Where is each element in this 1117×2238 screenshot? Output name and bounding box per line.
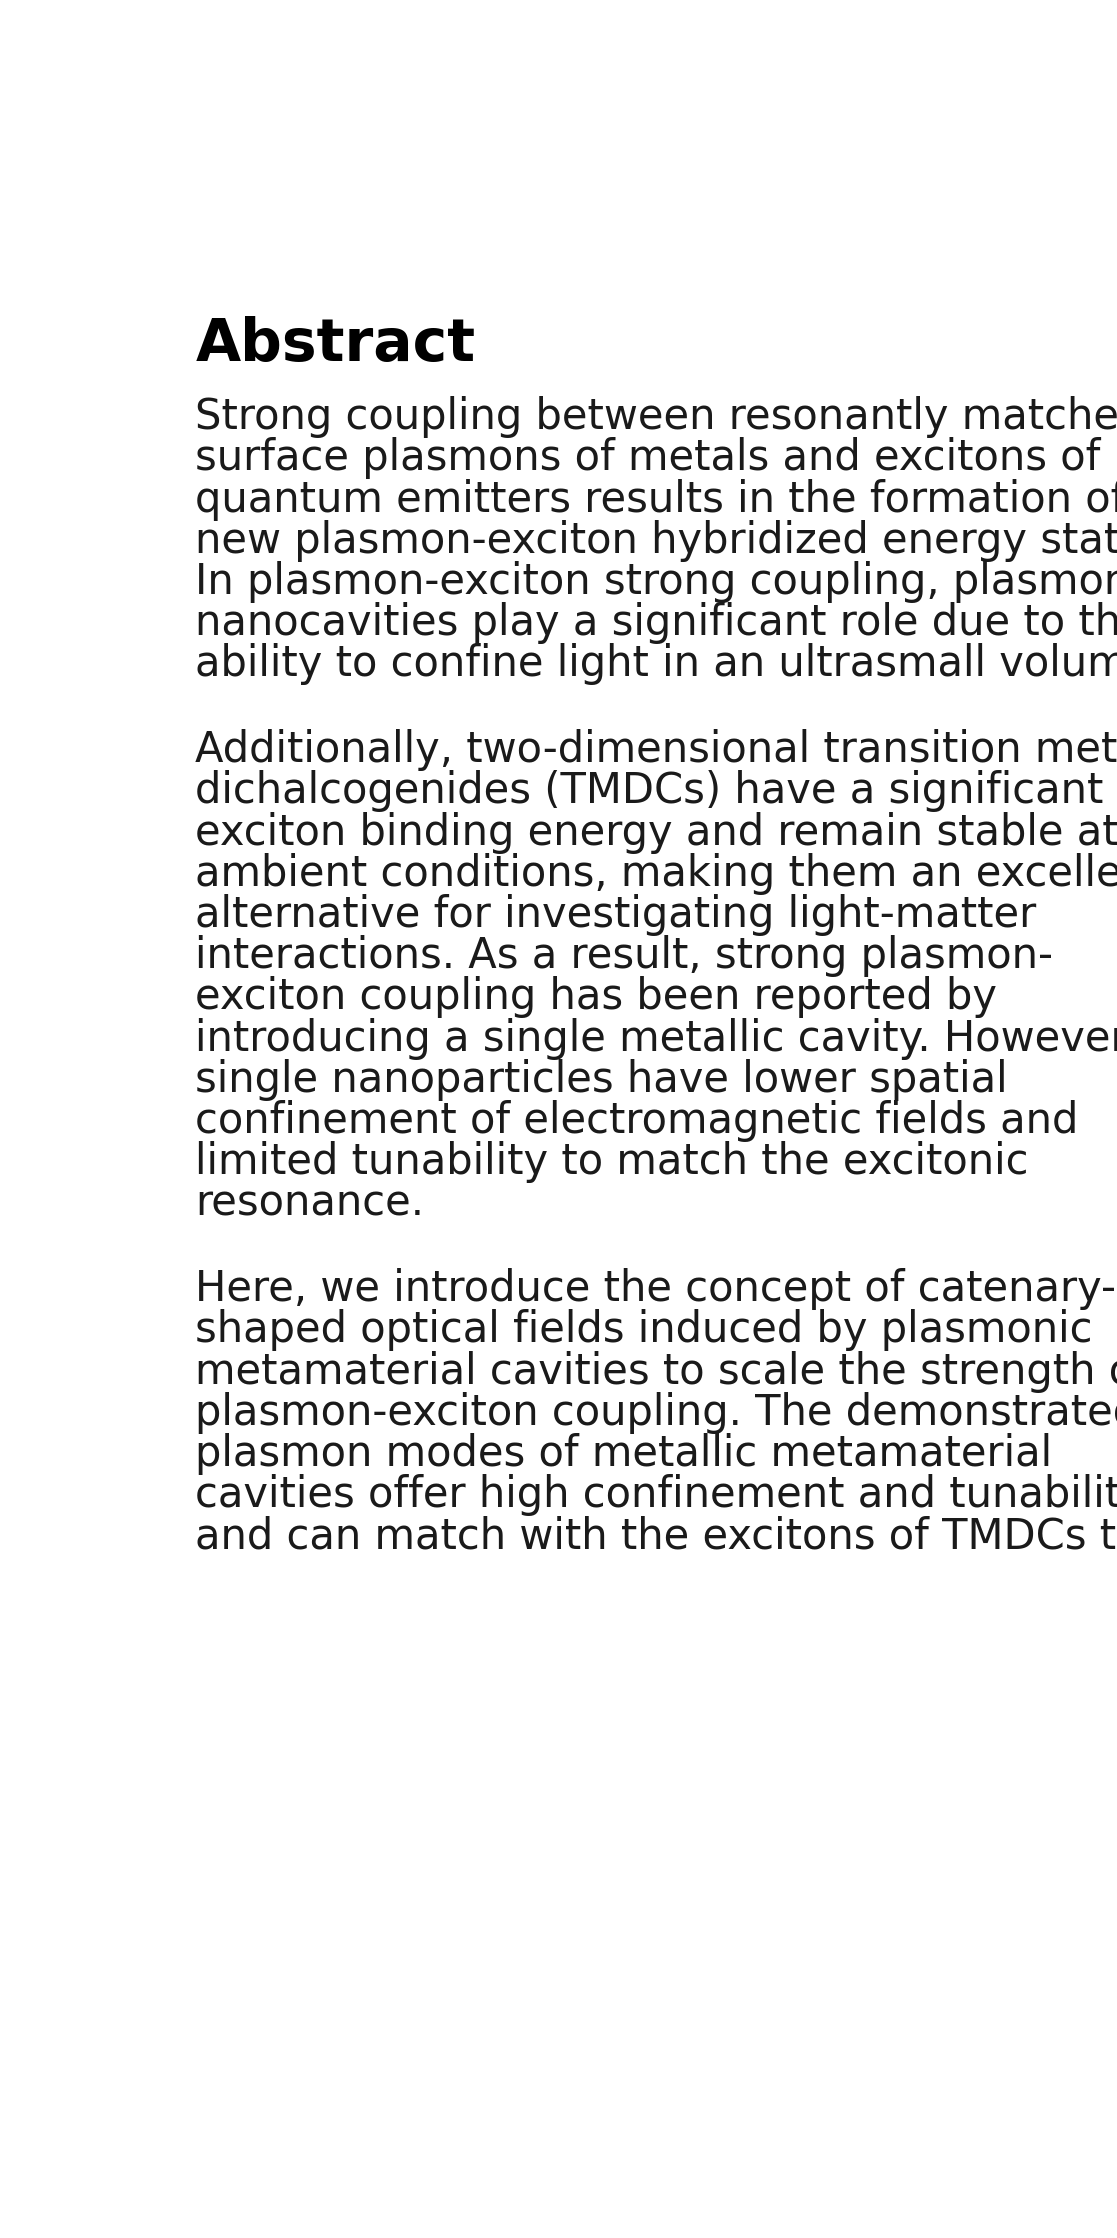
- Text: shaped optical fields induced by plasmonic: shaped optical fields induced by plasmon…: [195, 1309, 1092, 1352]
- Text: and can match with the excitons of TMDCs to: and can match with the excitons of TMDCs…: [195, 1515, 1117, 1558]
- Text: alternative for investigating light-matter: alternative for investigating light-matt…: [195, 893, 1037, 935]
- Text: single nanoparticles have lower spatial: single nanoparticles have lower spatial: [195, 1059, 1008, 1101]
- Text: quantum emitters results in the formation of: quantum emitters results in the formatio…: [195, 479, 1117, 521]
- Text: exciton coupling has been reported by: exciton coupling has been reported by: [195, 976, 997, 1018]
- Text: plasmon-exciton coupling. The demonstrated: plasmon-exciton coupling. The demonstrat…: [195, 1392, 1117, 1435]
- Text: Additionally, two-dimensional transition metal: Additionally, two-dimensional transition…: [195, 730, 1117, 772]
- Text: new plasmon-exciton hybridized energy states.: new plasmon-exciton hybridized energy st…: [195, 519, 1117, 562]
- Text: dichalcogenides (TMDCs) have a significant: dichalcogenides (TMDCs) have a significa…: [195, 770, 1104, 812]
- Text: surface plasmons of metals and excitons of: surface plasmons of metals and excitons …: [195, 436, 1100, 479]
- Text: metamaterial cavities to scale the strength of: metamaterial cavities to scale the stren…: [195, 1352, 1117, 1392]
- Text: introducing a single metallic cavity. However,: introducing a single metallic cavity. Ho…: [195, 1018, 1117, 1059]
- Text: interactions. As a result, strong plasmon-: interactions. As a result, strong plasmo…: [195, 935, 1053, 978]
- Text: ambient conditions, making them an excellent: ambient conditions, making them an excel…: [195, 853, 1117, 895]
- Text: limited tunability to match the excitonic: limited tunability to match the excitoni…: [195, 1141, 1029, 1184]
- Text: In plasmon-exciton strong coupling, plasmonic: In plasmon-exciton strong coupling, plas…: [195, 562, 1117, 602]
- Text: Here, we introduce the concept of catenary-: Here, we introduce the concept of catena…: [195, 1269, 1116, 1309]
- Text: cavities offer high confinement and tunability: cavities offer high confinement and tuna…: [195, 1475, 1117, 1517]
- Text: exciton binding energy and remain stable at: exciton binding energy and remain stable…: [195, 812, 1117, 853]
- Text: resonance.: resonance.: [195, 1182, 424, 1224]
- Text: Abstract: Abstract: [195, 316, 476, 374]
- Text: ability to confine light in an ultrasmall volume.: ability to confine light in an ultrasmal…: [195, 642, 1117, 685]
- Text: plasmon modes of metallic metamaterial: plasmon modes of metallic metamaterial: [195, 1432, 1052, 1475]
- Text: Strong coupling between resonantly matched: Strong coupling between resonantly match…: [195, 396, 1117, 439]
- Text: nanocavities play a significant role due to their: nanocavities play a significant role due…: [195, 602, 1117, 645]
- Text: confinement of electromagnetic fields and: confinement of electromagnetic fields an…: [195, 1101, 1079, 1141]
